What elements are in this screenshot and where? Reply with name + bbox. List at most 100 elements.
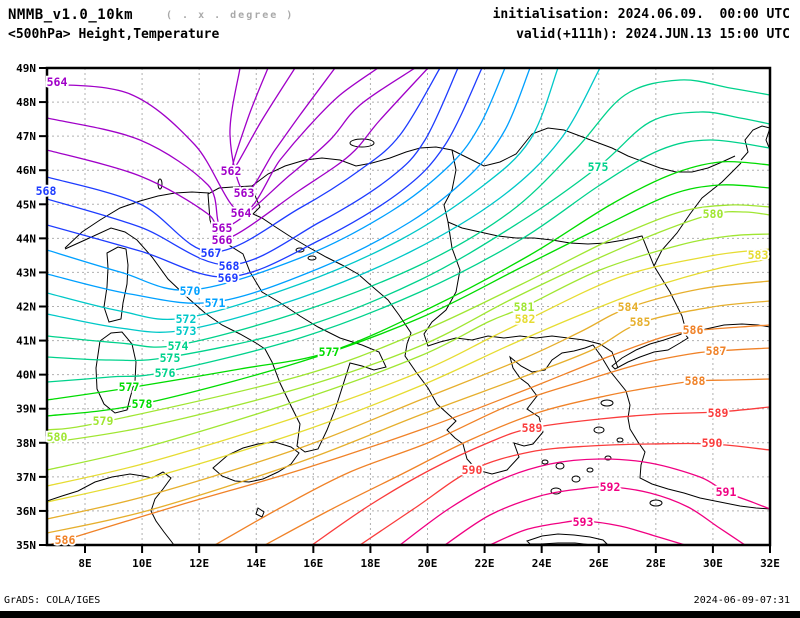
contour-565 bbox=[47, 68, 416, 228]
lat-label: 43N bbox=[16, 266, 36, 279]
contour-label-570: 570 bbox=[180, 284, 201, 298]
contour-580 bbox=[47, 211, 770, 444]
page-title: <500hPa> Height,Temperature bbox=[8, 27, 220, 42]
contour-572 bbox=[47, 68, 559, 321]
contour-591 bbox=[399, 458, 770, 545]
lon-label: 30E bbox=[703, 557, 723, 570]
valid-time: valid(+111h): 2024.JUN.13 15:00 UTC bbox=[516, 27, 790, 42]
contour-label-567: 567 bbox=[201, 246, 222, 260]
lon-label: 26E bbox=[589, 557, 609, 570]
contour-566 bbox=[47, 68, 429, 241]
contour-label-568: 568 bbox=[36, 184, 57, 198]
contour-label-563: 563 bbox=[234, 186, 255, 200]
contour-label-573: 573 bbox=[176, 324, 197, 338]
contour-562 bbox=[231, 68, 296, 172]
contour-589 bbox=[311, 406, 770, 545]
contour-573 bbox=[47, 68, 601, 333]
contour-590 bbox=[359, 442, 770, 545]
lat-label: 41N bbox=[16, 335, 36, 348]
contour-570 bbox=[47, 68, 506, 291]
contour-586 bbox=[49, 324, 770, 545]
lat-lon-grid bbox=[47, 68, 771, 545]
lat-label: 46N bbox=[16, 164, 36, 177]
contour-577 bbox=[47, 160, 770, 401]
contour-563 bbox=[229, 68, 336, 193]
lon-label: 32E bbox=[760, 557, 780, 570]
lon-label: 28E bbox=[646, 557, 666, 570]
contour-583 bbox=[47, 258, 770, 503]
contour-585 bbox=[47, 300, 770, 534]
contour-581 bbox=[47, 233, 770, 471]
contour-label-587: 587 bbox=[706, 344, 727, 358]
contour-label-580: 580 bbox=[703, 207, 724, 221]
contour-579 bbox=[47, 204, 770, 431]
axis-ticks bbox=[39, 67, 771, 553]
contour-label-571: 571 bbox=[205, 296, 226, 310]
lon-label: 10E bbox=[132, 557, 152, 570]
contour-label-580: 580 bbox=[47, 430, 68, 444]
contour-567 bbox=[47, 68, 441, 253]
lat-label: 44N bbox=[16, 232, 36, 245]
lat-label: 45N bbox=[16, 198, 36, 211]
contour-label-574: 574 bbox=[168, 339, 189, 353]
contour-label-585: 585 bbox=[630, 315, 651, 329]
contour-label-590: 590 bbox=[702, 436, 723, 450]
lat-label: 38N bbox=[16, 437, 36, 450]
lon-label: 14E bbox=[246, 557, 266, 570]
y-axis-labels: 49N 48N 47N 46N 45N 44N 43N 42N 41N 40N 39N 38N 37N 3… bbox=[16, 62, 36, 552]
lon-label: 8E bbox=[78, 557, 91, 570]
lon-label: 22E bbox=[475, 557, 495, 570]
height-contours bbox=[47, 68, 770, 545]
contour-label-588: 588 bbox=[685, 374, 706, 388]
lon-label: 18E bbox=[360, 557, 380, 570]
contour-569 bbox=[47, 68, 483, 278]
contour-568 bbox=[47, 68, 459, 266]
contour-label-564: 564 bbox=[47, 75, 68, 89]
contour-label-575: 575 bbox=[588, 160, 609, 174]
lat-label: 42N bbox=[16, 301, 36, 314]
contour-value-labels: 5625635645645655665675685685695705715725… bbox=[34, 73, 770, 549]
bottom-black-bar bbox=[0, 611, 800, 618]
contour-587 bbox=[214, 347, 770, 545]
lon-label: 12E bbox=[189, 557, 209, 570]
contour-label-592: 592 bbox=[600, 480, 621, 494]
lat-label: 36N bbox=[16, 505, 36, 518]
lat-label: 49N bbox=[16, 62, 36, 75]
contour-label-581: 581 bbox=[514, 300, 535, 314]
lon-label: 24E bbox=[532, 557, 552, 570]
creation-timestamp: 2024-06-09-07:31 bbox=[693, 595, 790, 606]
contour-label-593: 593 bbox=[573, 515, 594, 529]
contour-label-591: 591 bbox=[716, 485, 737, 499]
contour-label-589: 589 bbox=[708, 406, 729, 420]
contour-label-565: 565 bbox=[212, 221, 233, 235]
contour-576 bbox=[47, 139, 770, 383]
contour-label-586: 586 bbox=[55, 533, 76, 547]
contour-label-589: 589 bbox=[522, 421, 543, 435]
model-name: NMMB_v1.0_10km bbox=[8, 7, 134, 23]
contour-label-572: 572 bbox=[176, 312, 197, 326]
lat-label: 48N bbox=[16, 96, 36, 109]
contour-582 bbox=[47, 248, 770, 487]
grads-credit: GrADS: COLA/IGES bbox=[4, 595, 101, 606]
lon-label: 20E bbox=[418, 557, 438, 570]
contour-label-577: 577 bbox=[119, 380, 140, 394]
contour-label-583: 583 bbox=[748, 248, 769, 262]
contour-label-586: 586 bbox=[683, 323, 704, 337]
contour-584 bbox=[47, 280, 770, 520]
contour-label-584: 584 bbox=[618, 300, 639, 314]
contour-label-562: 562 bbox=[221, 164, 242, 178]
contour-label-575: 575 bbox=[160, 351, 181, 365]
contour-574 bbox=[47, 79, 770, 348]
contour-label-582: 582 bbox=[515, 312, 536, 326]
lon-label: 16E bbox=[303, 557, 323, 570]
contour-label-590: 590 bbox=[462, 463, 483, 477]
initialisation-time: initialisation: 2024.06.09. 00:00 UTC bbox=[492, 7, 790, 22]
lat-label: 35N bbox=[16, 539, 36, 552]
contour-588 bbox=[264, 378, 770, 545]
lat-label: 39N bbox=[16, 403, 36, 416]
lat-label: 37N bbox=[16, 471, 36, 484]
lat-label: 47N bbox=[16, 130, 36, 143]
